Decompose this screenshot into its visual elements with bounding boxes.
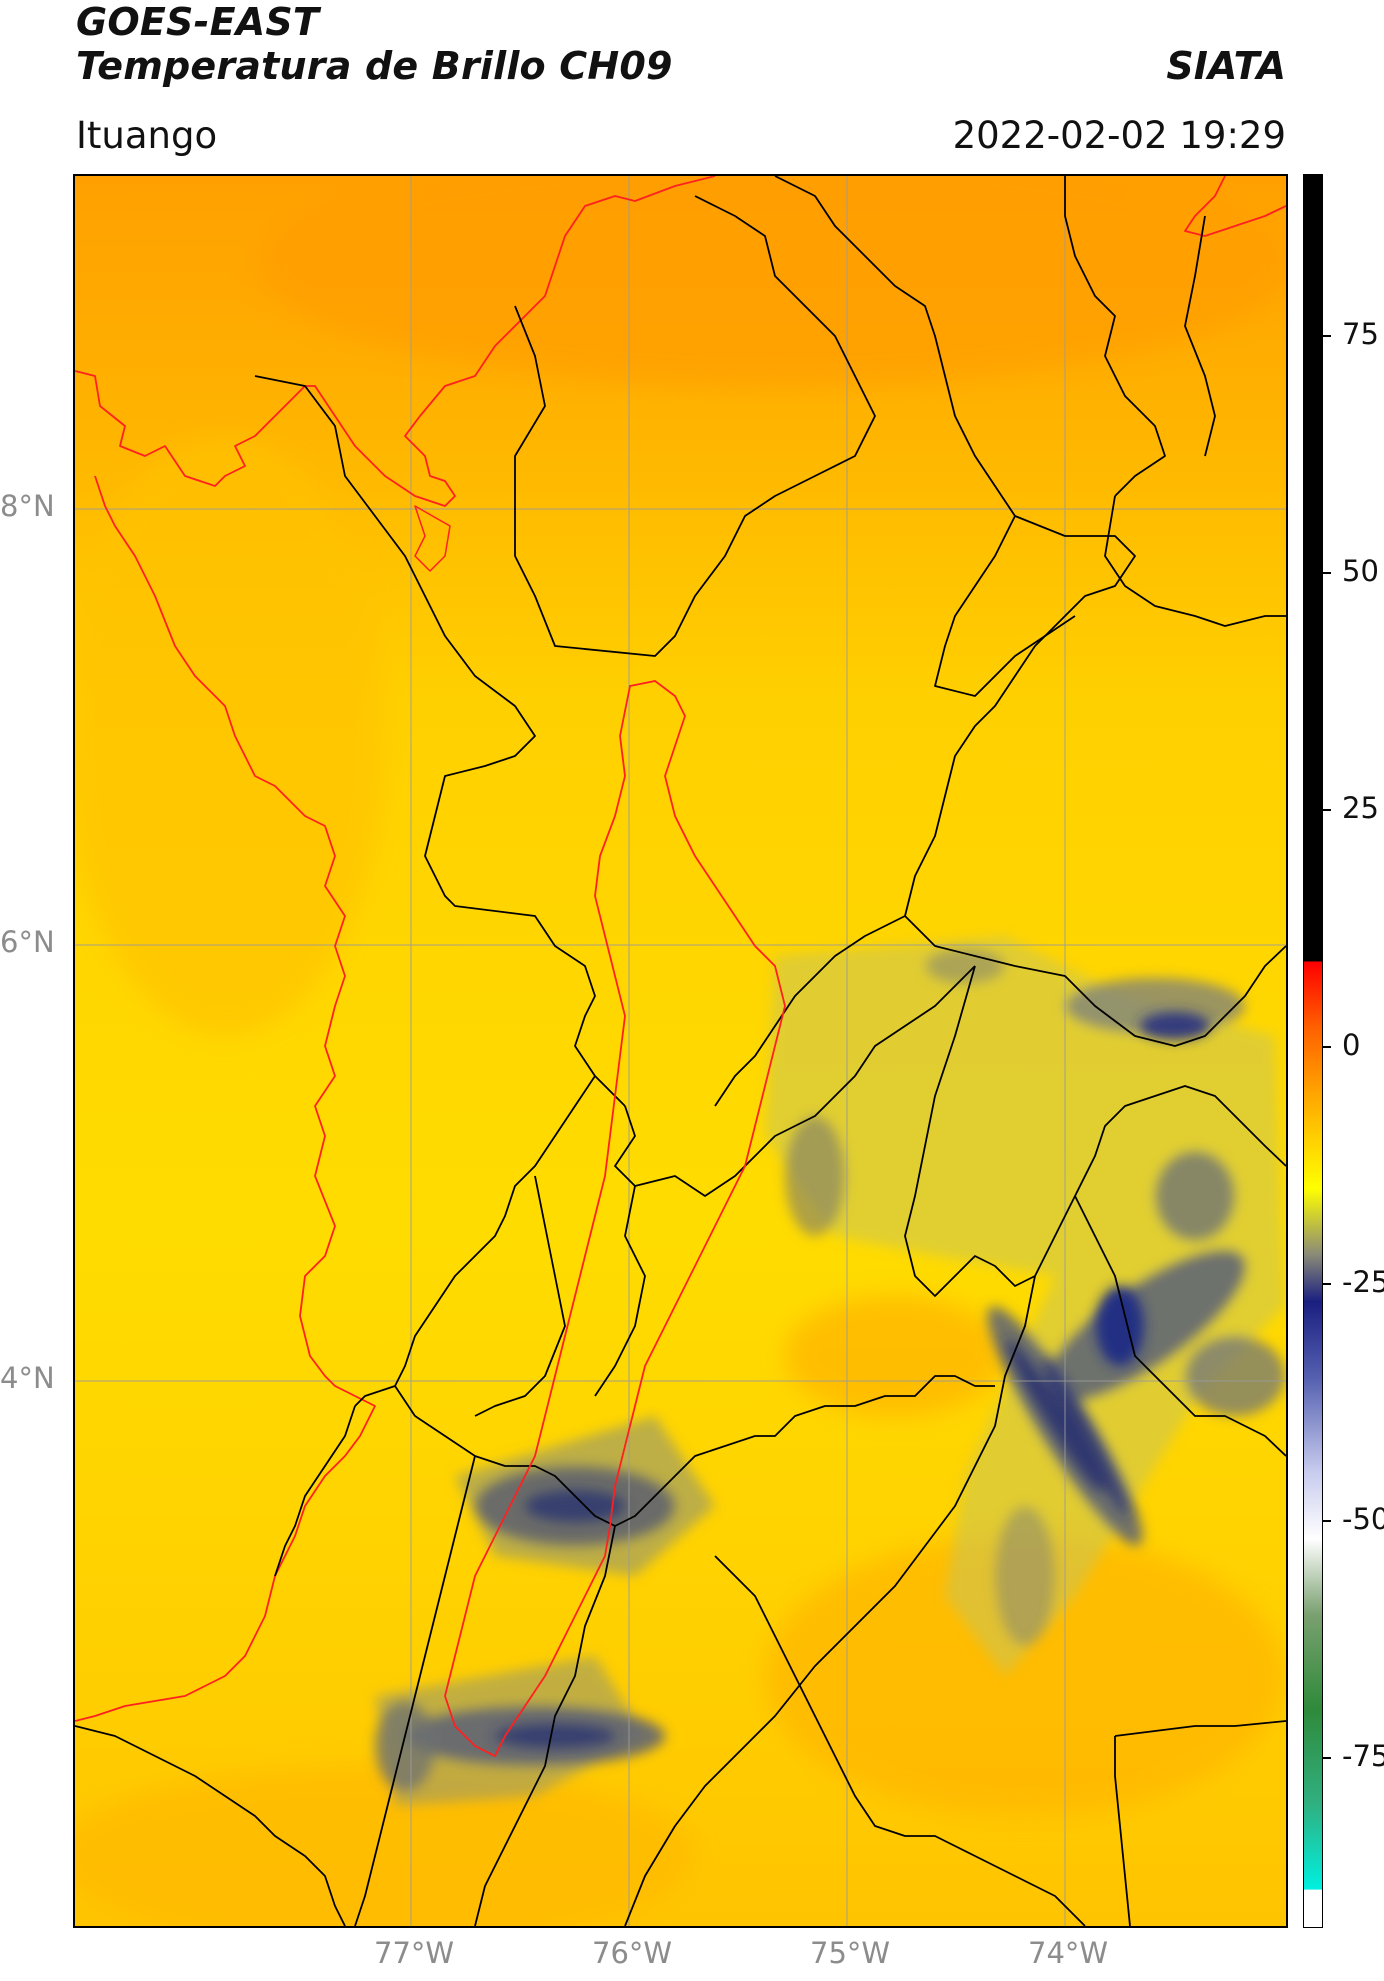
region-label: Ituango <box>76 114 218 157</box>
lon-label-77w: 77°W <box>374 1936 455 1970</box>
lon-label-76w: 76°W <box>592 1936 673 1970</box>
colorbar-tick-mark <box>1323 335 1331 337</box>
colorbar-tick-label: 50 <box>1342 554 1379 589</box>
cloud-cores <box>495 1012 1210 1748</box>
colorbar-tick-label: -50 <box>1342 1502 1384 1537</box>
brand-label: SIATA <box>1166 44 1286 88</box>
colorbar-tick-label: 75 <box>1342 317 1379 352</box>
map-canvas <box>75 176 1286 1926</box>
lat-label-4n: 4°N <box>0 1361 55 1395</box>
map-panel <box>73 174 1288 1928</box>
warm-patches <box>75 176 1286 1926</box>
map-title-satellite: GOES-EAST <box>76 0 320 44</box>
colorbar-tick-label: 0 <box>1342 1028 1361 1063</box>
colorbar-tick-label: -75 <box>1342 1739 1384 1774</box>
colorbar-tick-mark <box>1323 1046 1331 1048</box>
timestamp-label: 2022-02-02 19:29 <box>952 114 1286 157</box>
colorbar <box>1303 174 1323 1928</box>
colorbar-tick-mark <box>1323 1283 1331 1285</box>
lon-label-75w: 75°W <box>810 1936 891 1970</box>
colorbar-tick-mark <box>1323 809 1331 811</box>
colorbar-tick-label: 25 <box>1342 791 1379 826</box>
admin-borders <box>75 176 1286 1926</box>
lat-label-6n: 6°N <box>0 925 55 959</box>
colorbar-tick-mark <box>1323 1520 1331 1522</box>
map-title-product: Temperatura de Brillo CH09 <box>76 44 673 88</box>
colorbar-tick-label: -25 <box>1342 1265 1384 1300</box>
colorbar-tick-mark <box>1323 1757 1331 1759</box>
ituango-basin-outline <box>444 680 786 1758</box>
coastline <box>75 176 1286 1722</box>
lon-label-74w: 74°W <box>1028 1936 1109 1970</box>
lat-label-8n: 8°N <box>0 489 55 523</box>
colorbar-tick-mark <box>1323 572 1331 574</box>
